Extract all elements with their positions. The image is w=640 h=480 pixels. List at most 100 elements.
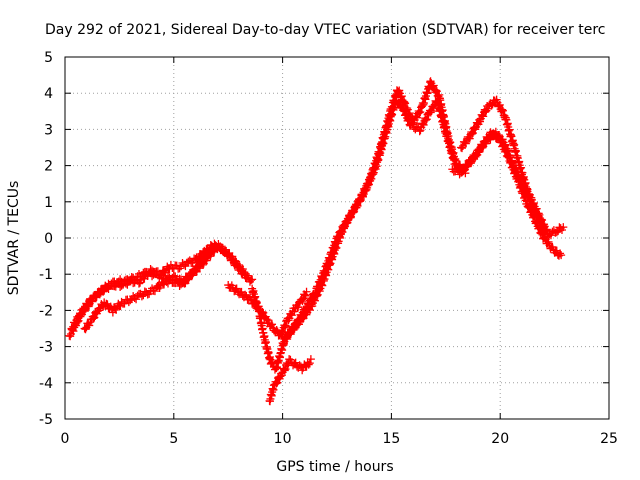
data-point <box>123 280 132 289</box>
data-point <box>486 135 495 144</box>
data-point <box>290 324 299 333</box>
data-point <box>543 229 552 238</box>
data-point <box>210 247 219 256</box>
data-point <box>301 291 310 300</box>
data-point <box>349 208 358 217</box>
data-point <box>158 270 167 279</box>
data-point <box>232 284 241 293</box>
data-point <box>465 134 474 143</box>
data-point <box>187 259 196 268</box>
data-point <box>280 365 289 374</box>
data-point <box>211 243 220 252</box>
data-point <box>272 325 281 334</box>
data-point <box>538 216 547 225</box>
data-point <box>552 228 561 237</box>
data-point <box>434 92 443 101</box>
data-point <box>198 260 207 269</box>
data-point <box>402 109 411 118</box>
data-point <box>305 306 314 315</box>
data-point <box>398 106 407 115</box>
y-tick-label: 2 <box>44 159 53 175</box>
data-point <box>72 316 81 325</box>
data-point <box>247 276 256 285</box>
data-point <box>416 107 425 116</box>
data-point <box>412 112 421 121</box>
data-point <box>95 289 104 298</box>
data-point <box>346 213 355 222</box>
data-point <box>355 197 364 206</box>
data-point <box>85 321 94 330</box>
data-point <box>268 320 277 329</box>
data-point <box>523 202 532 211</box>
data-point <box>83 300 92 309</box>
data-point <box>418 120 427 129</box>
data-point <box>305 359 314 368</box>
chart-title: Day 292 of 2021, Sidereal Day-to-day VTE… <box>45 22 605 38</box>
data-point <box>432 86 441 95</box>
y-tick-label: 4 <box>44 86 53 102</box>
data-point <box>148 272 157 281</box>
data-point <box>313 291 322 300</box>
data-point <box>426 108 435 117</box>
data-point <box>404 115 413 124</box>
data-point <box>302 287 311 296</box>
x-tick-label: 0 <box>61 431 70 447</box>
data-point <box>542 225 551 234</box>
data-point <box>522 186 531 195</box>
data-point <box>413 113 422 122</box>
data-point <box>415 127 424 136</box>
data-point <box>137 292 146 301</box>
data-point <box>248 275 257 284</box>
data-point <box>232 259 241 268</box>
data-point <box>134 279 143 288</box>
data-point <box>397 92 406 101</box>
data-point <box>126 296 135 305</box>
data-point <box>399 97 408 106</box>
data-point <box>470 152 479 161</box>
data-point <box>84 319 93 328</box>
data-point <box>280 322 289 331</box>
y-tick-label: -3 <box>39 340 53 356</box>
data-point <box>353 201 362 210</box>
data-point <box>487 101 496 110</box>
data-point <box>532 204 541 213</box>
data-point <box>81 325 90 334</box>
data-point <box>117 281 126 290</box>
data-point <box>514 170 523 179</box>
data-point <box>120 299 129 308</box>
data-point <box>112 305 121 314</box>
data-point <box>87 296 96 305</box>
data-point <box>401 110 410 119</box>
data-point <box>340 223 349 232</box>
data-point <box>517 176 526 185</box>
data-point <box>559 223 568 232</box>
y-tick-label: -5 <box>39 412 53 428</box>
x-tick-label: 25 <box>600 431 618 447</box>
data-point <box>201 254 210 263</box>
data-point <box>80 324 89 333</box>
data-point <box>428 82 437 91</box>
data-point <box>71 319 80 328</box>
axis-ticks: 0 5 10 15 20 25 -5 -4 -3 -2 -1 0 1 2 3 4 5 <box>39 50 618 447</box>
data-point <box>415 108 424 117</box>
data-point <box>228 254 237 263</box>
y-tick-label: -4 <box>39 376 53 392</box>
data-point <box>544 232 553 241</box>
data-point <box>498 105 507 114</box>
data-point <box>310 296 319 305</box>
data-point <box>294 320 303 329</box>
y-tick-label: -1 <box>39 267 53 283</box>
data-point <box>408 120 417 129</box>
data-point <box>272 379 281 388</box>
y-tick-label: 5 <box>44 50 53 66</box>
data-point <box>307 300 316 309</box>
data-point <box>171 272 180 281</box>
x-axis-label: GPS time / hours <box>276 459 393 475</box>
data-point <box>494 130 503 139</box>
data-point <box>482 106 491 115</box>
y-tick-label: 1 <box>44 195 53 211</box>
data-point <box>404 115 413 124</box>
data-point <box>497 136 506 145</box>
data-point <box>294 303 303 312</box>
